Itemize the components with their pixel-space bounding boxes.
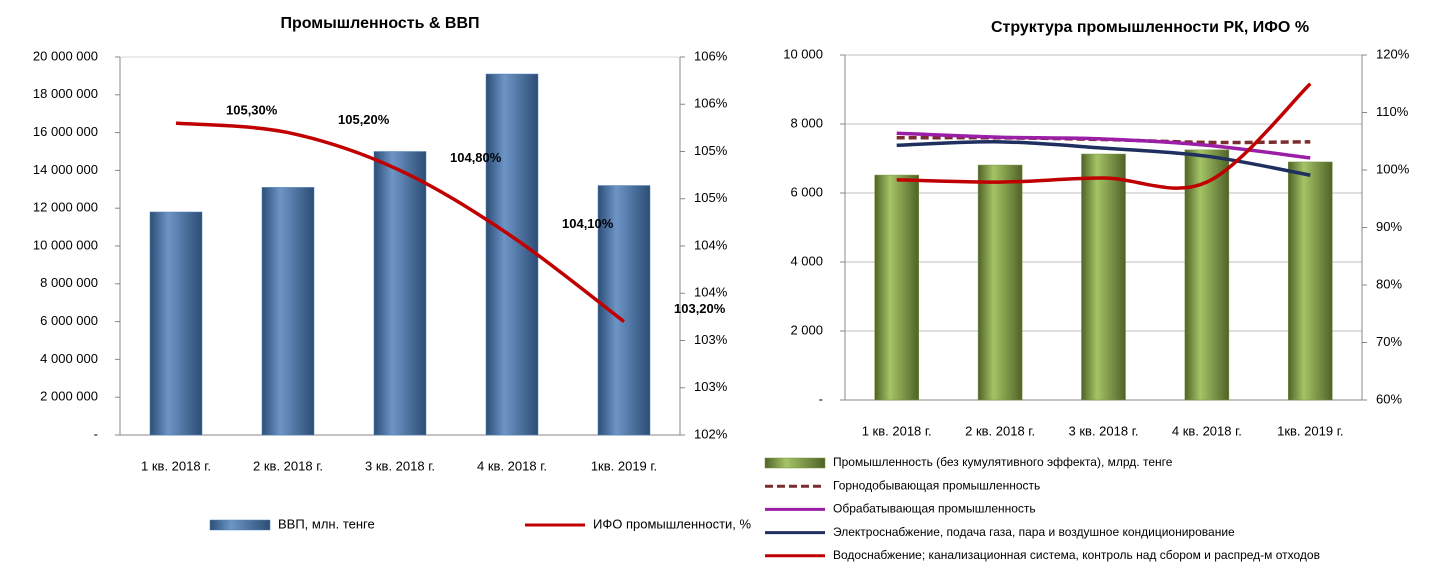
x-tick-label: 2 кв. 2018 г. [965,423,1035,438]
y-tick-label: 6 000 000 [40,313,98,328]
y-tick-label: 10 000 [783,46,823,61]
data-label: 105,20% [338,112,390,127]
bar [261,187,315,436]
legend-label: ВВП, млн. тенге [278,516,375,531]
chart-title: Структура промышленности РК, ИФО % [991,19,1309,36]
y-tick-label: - [94,426,98,441]
y-tick-label: 12 000 000 [33,200,98,215]
y2-tick-label: 110% [1376,104,1409,119]
y2-tick-label: 60% [1376,391,1402,406]
y2-tick-label: 103% [694,332,728,347]
y-tick-label: 8 000 000 [40,275,98,290]
y-tick-label: 18 000 000 [33,86,98,101]
x-tick-label: 4 кв. 2018 г. [1172,423,1242,438]
x-tick-label: 1 кв. 2018 г. [141,458,211,473]
data-label: 104,80% [450,150,502,165]
bar [1184,149,1230,401]
bar [373,151,427,436]
y-tick-label: 8 000 [790,115,823,130]
x-tick-label: 4 кв. 2018 г. [477,458,547,473]
legend-label: Водоснабжение; канализационная система, … [833,548,1320,562]
y-tick-label: 16 000 000 [33,124,98,139]
line [896,140,1311,177]
y-tick-label: 4 000 000 [40,351,98,366]
legend-label: Обрабатывающая промышленность [833,502,1036,516]
line [896,131,1311,160]
y2-tick-label: 102% [694,426,728,441]
data-label: 103,20% [674,301,726,316]
bar [485,73,539,436]
y2-tick-label: 106% [694,96,728,111]
data-label: 104,10% [562,216,614,231]
y2-tick-label: 80% [1376,276,1402,291]
y2-tick-label: 105% [694,143,728,158]
legend-label: Промышленность (без кумулятивного эффект… [833,455,1173,469]
legend-swatch [209,519,271,531]
y-tick-label: - [819,391,823,406]
legend-swatch [764,457,826,469]
data-label: 105,30% [226,103,278,118]
y-tick-label: 10 000 000 [33,237,98,252]
y-tick-label: 2 000 000 [40,389,98,404]
x-tick-label: 1кв. 2019 г. [591,458,657,473]
y2-tick-label: 70% [1376,334,1402,349]
x-tick-label: 1кв. 2019 г. [1277,423,1343,438]
y2-tick-label: 100% [1376,161,1410,176]
y2-tick-label: 103% [694,379,728,394]
y2-tick-label: 106% [694,48,728,63]
y-tick-label: 2 000 [790,322,823,337]
x-tick-label: 3 кв. 2018 г. [365,458,435,473]
y-tick-label: 14 000 000 [33,162,98,177]
y-tick-label: 20 000 000 [33,48,98,63]
bar [874,174,919,401]
y2-tick-label: 104% [694,285,728,300]
bar [149,211,203,436]
line [896,82,1312,190]
y2-tick-label: 120% [1376,46,1410,61]
y2-tick-label: 90% [1376,219,1402,234]
bar [977,164,1023,401]
y2-tick-label: 105% [694,190,728,205]
legend-label: ИФО промышленности, % [593,516,752,531]
chart-title: Промышленность & ВВП [280,15,479,32]
y2-tick-label: 104% [694,237,728,252]
legend-label: Горнодобывающая промышленность [833,478,1040,492]
bar [1288,161,1333,401]
bar [1081,153,1126,401]
x-tick-label: 3 кв. 2018 г. [1069,423,1139,438]
legend-label: Электроснабжение, подача газа, пара и во… [833,525,1235,539]
x-tick-label: 1 кв. 2018 г. [862,423,932,438]
y-tick-label: 6 000 [790,184,823,199]
line [175,121,626,323]
x-tick-label: 2 кв. 2018 г. [253,458,323,473]
y-tick-label: 4 000 [790,253,823,268]
